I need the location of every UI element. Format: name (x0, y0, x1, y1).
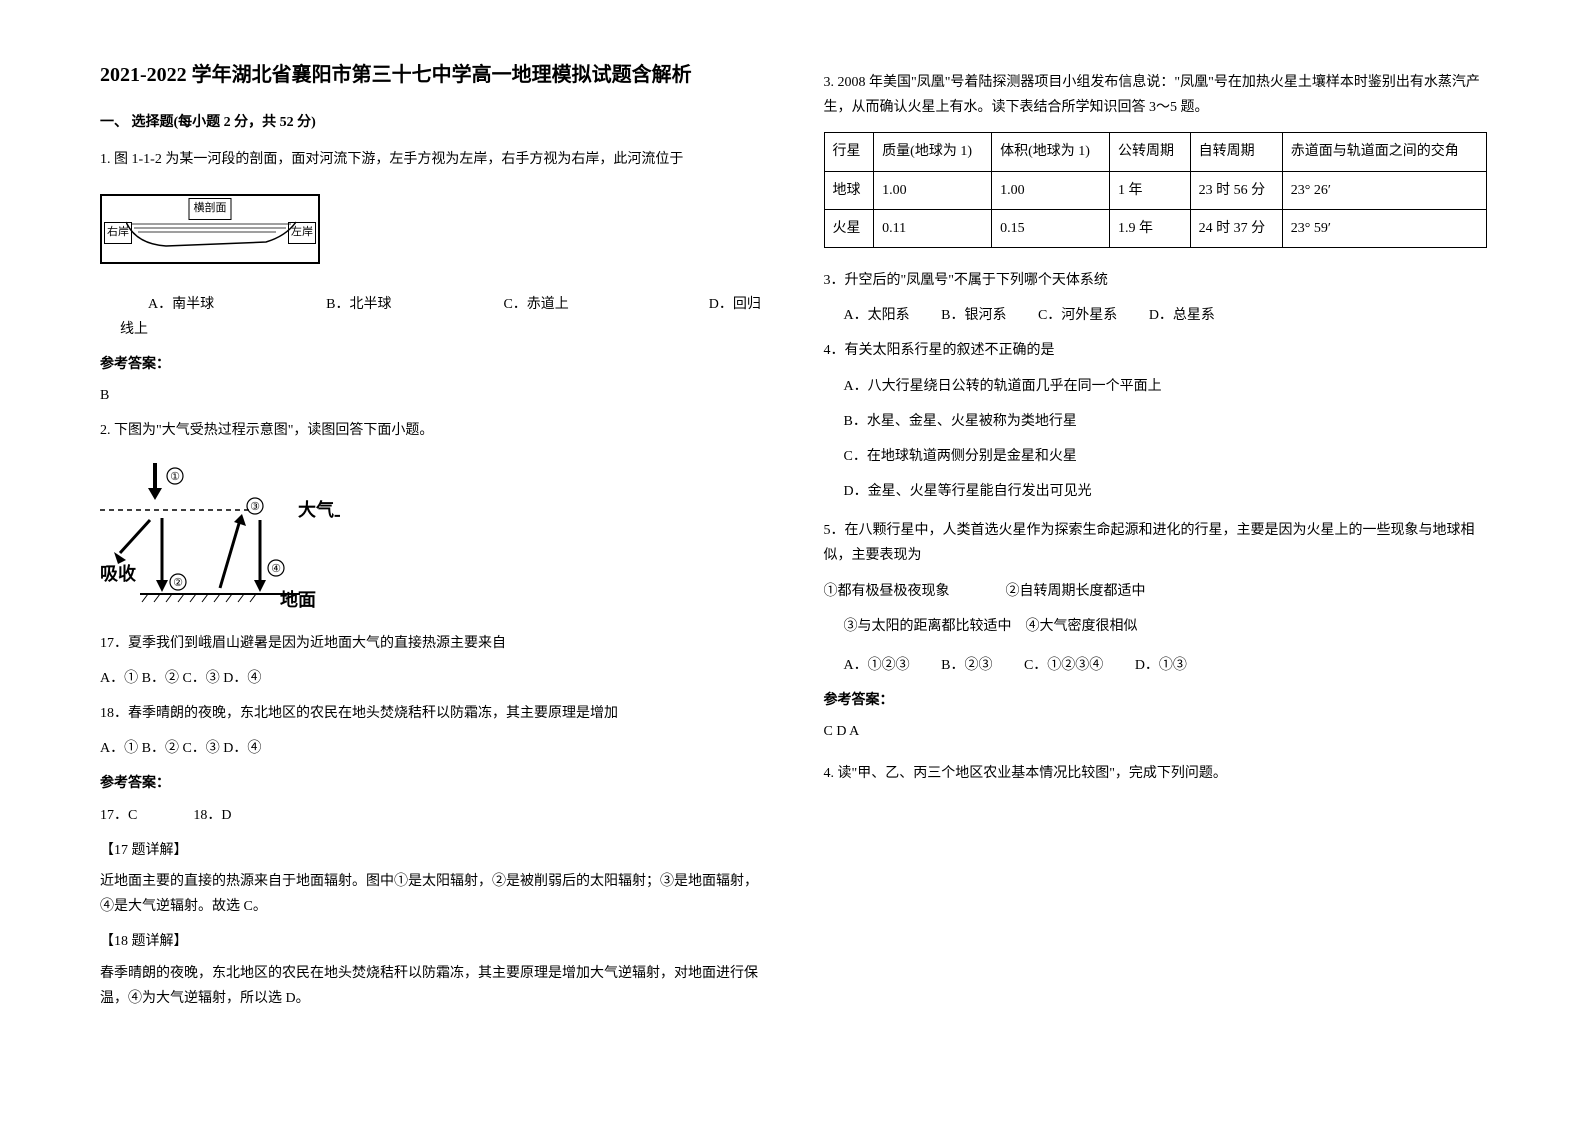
opt-a: A．①②③ (844, 658, 910, 673)
table-cell: 1 年 (1110, 171, 1191, 209)
exp18-text: 春季晴朗的夜晚，东北地区的农民在地头焚烧秸秆以防霜冻，其主要原理是增加大气逆辐射… (100, 961, 764, 1011)
table-row: 地球1.001.001 年23 时 56 分23° 26′ (824, 171, 1487, 209)
table-header: 自转周期 (1190, 133, 1282, 171)
opt-c: C．河外星系 (1038, 308, 1117, 323)
opt-c: C．①②③④ (1024, 658, 1103, 673)
table-cell: 0.11 (874, 209, 992, 247)
q3-sub5-items2: ③与太阳的距离都比较适中 ④大气密度很相似 (844, 614, 1488, 639)
table-header: 赤道面与轨道面之间的交角 (1282, 133, 1486, 171)
section-1-head: 一、 选择题(每小题 2 分，共 52 分) (100, 110, 764, 135)
table-cell: 0.15 (992, 209, 1110, 247)
q3-answer-head: 参考答案： (824, 688, 1488, 713)
q4-stem: 4. 读"甲、乙、丙三个地区农业基本情况比较图"，完成下列问题。 (824, 761, 1488, 786)
svg-text:④: ④ (271, 563, 281, 575)
table-cell: 23° 59′ (1282, 209, 1486, 247)
q3-answer: C D A (824, 719, 1488, 744)
svg-text:①: ① (170, 471, 180, 483)
q17-options: A．① B．② C．③ D．④ (100, 666, 764, 691)
exp17-text: 近地面主要的直接的热源来自于地面辐射。图中①是太阳辐射，②是被削弱后的太阳辐射；… (100, 869, 764, 919)
q3-sub5-options: A．①②③ B．②③ C．①②③④ D．①③ (844, 653, 1488, 678)
planet-table: 行星质量(地球为 1)体积(地球为 1)公转周期自转周期赤道面与轨道面之间的交角… (824, 132, 1488, 248)
q2-answer-head: 参考答案： (100, 771, 764, 796)
q1-figure: 横剖面 右岸 左岸 (100, 194, 320, 264)
q3-sub4-opt-c: C．在地球轨道两侧分别是金星和火星 (844, 444, 1488, 469)
svg-text:地面: 地面 (280, 589, 316, 608)
q1-answer: B (100, 383, 764, 408)
q3-sub5: 5．在八颗行星中，人类首选火星作为探索生命起源和进化的行星，主要是因为火星上的一… (824, 518, 1488, 568)
table-cell: 23° 26′ (1282, 171, 1486, 209)
q3-sub4-opt-a: A．八大行星绕日公转的轨道面几乎在同一个平面上 (844, 374, 1488, 399)
opt-d: D．总星系 (1149, 308, 1215, 323)
table-cell: 23 时 56 分 (1190, 171, 1282, 209)
opt-b: B．②③ (941, 658, 992, 673)
svg-text:③: ③ (250, 501, 260, 513)
q2-stem: 2. 下图为"大气受热过程示意图"，读图回答下面小题。 (100, 418, 764, 443)
table-header: 体积(地球为 1) (992, 133, 1110, 171)
q1-options: A．南半球 B．北半球 C．赤道上 D．回归线上 (120, 292, 764, 342)
table-header: 行星 (824, 133, 874, 171)
q3-sub4-opt-d: D．金星、火星等行星能自行发出可见光 (844, 479, 1488, 504)
table-row: 火星0.110.151.9 年24 时 37 分23° 59′ (824, 209, 1487, 247)
q3-sub4: 4．有关太阳系行星的叙述不正确的是 (824, 338, 1488, 363)
exp17-head: 【17 题详解】 (100, 838, 764, 863)
table-cell: 1.00 (992, 171, 1110, 209)
opt-d: D．①③ (1135, 658, 1187, 673)
table-cell: 地球 (824, 171, 874, 209)
q18-options: A．① B．② C．③ D．④ (100, 736, 764, 761)
table-header: 质量(地球为 1) (874, 133, 992, 171)
table-header: 公转周期 (1110, 133, 1191, 171)
q3-sub3: 3．升空后的"凤凰号"不属于下列哪个天体系统 (824, 268, 1488, 293)
q3-sub4-opt-b: B．水星、金星、火星被称为类地行星 (844, 409, 1488, 434)
opt-a: A．太阳系 (844, 308, 910, 323)
q2-figure: ① 大气上界 ③ 吸收 ② ④ (100, 458, 340, 617)
river-cross-section-icon (126, 214, 296, 254)
q3-sub5-items: ①都有极昼极夜现象 ②自转周期长度都适中 (824, 579, 1488, 604)
table-cell: 火星 (824, 209, 874, 247)
svg-text:大气上界: 大气上界 (298, 499, 340, 520)
table-cell: 1.00 (874, 171, 992, 209)
q17-stem: 17．夏季我们到峨眉山避暑是因为近地面大气的直接热源主要来自 (100, 631, 764, 656)
q18-stem: 18．春季晴朗的夜晚，东北地区的农民在地头焚烧秸秆以防霜冻，其主要原理是增加 (100, 701, 764, 726)
opt-b: B．银河系 (941, 308, 1006, 323)
q1-answer-head: 参考答案： (100, 352, 764, 377)
page-title: 2021-2022 学年湖北省襄阳市第三十七中学高一地理模拟试题含解析 (100, 60, 764, 90)
q3-sub3-options: A．太阳系 B．银河系 C．河外星系 D．总星系 (844, 303, 1488, 328)
table-cell: 1.9 年 (1110, 209, 1191, 247)
q3-intro: 3. 2008 年美国"凤凰"号着陆探测器项目小组发布信息说："凤凰"号在加热火… (824, 70, 1488, 120)
svg-text:吸收: 吸收 (100, 563, 136, 584)
table-cell: 24 时 37 分 (1190, 209, 1282, 247)
q1-stem: 1. 图 1-1-2 为某一河段的剖面，面对河流下游，左手方视为左岸，右手方视为… (100, 147, 764, 172)
atmosphere-diagram-icon: ① 大气上界 ③ 吸收 ② ④ (100, 458, 340, 608)
q2-answer: 17．C 18．D (100, 803, 764, 828)
svg-text:②: ② (173, 577, 183, 589)
exp18-head: 【18 题详解】 (100, 929, 764, 954)
